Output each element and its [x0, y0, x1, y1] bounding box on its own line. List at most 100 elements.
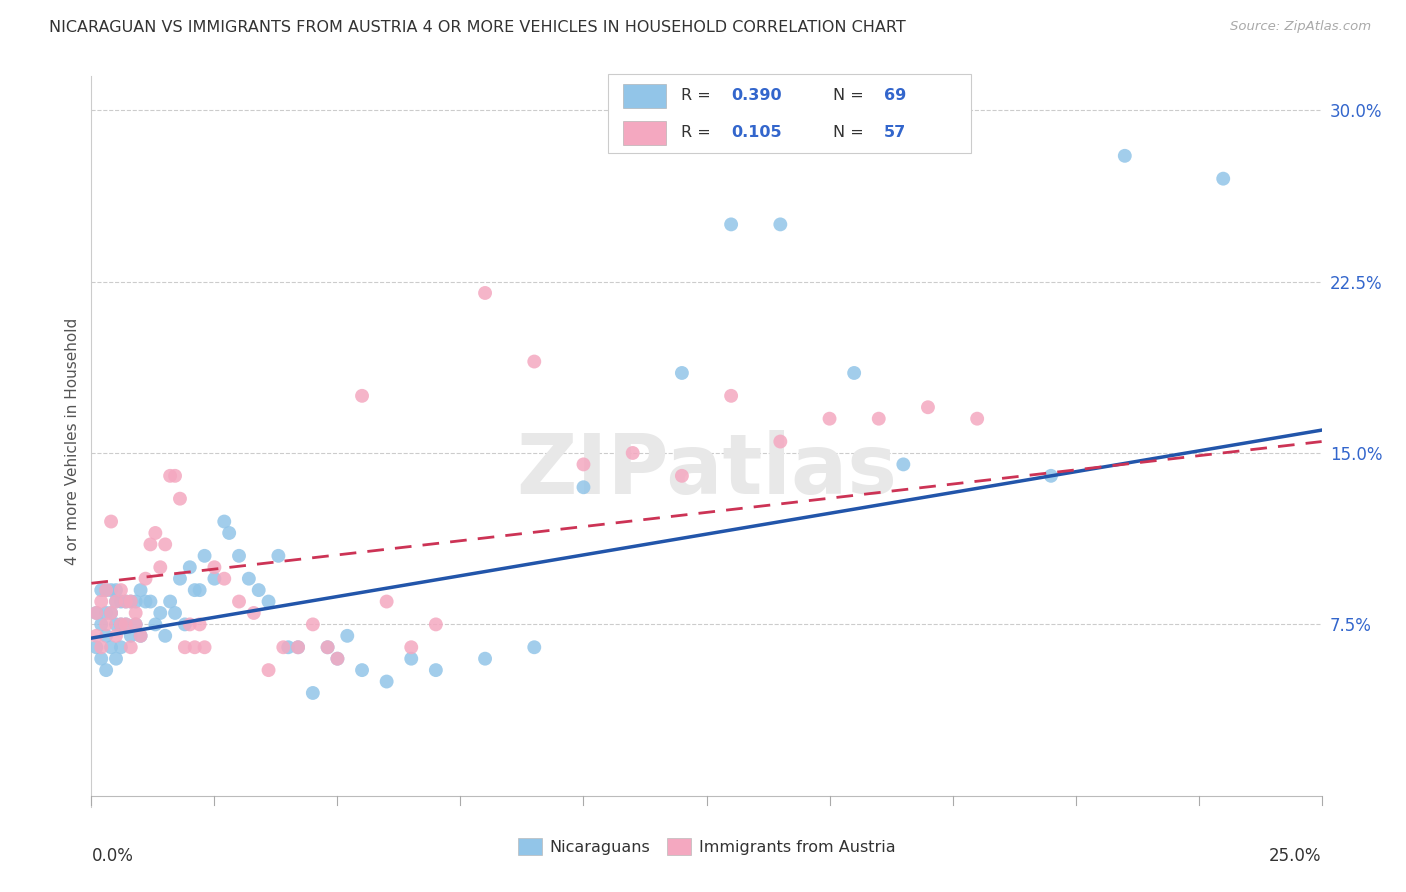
Point — [124, 617, 146, 632]
Point — [193, 549, 217, 563]
Point — [769, 218, 792, 232]
Point — [287, 640, 309, 655]
Point — [90, 640, 112, 655]
Point — [316, 640, 339, 655]
Point — [114, 594, 138, 608]
Text: NICARAGUAN VS IMMIGRANTS FROM AUSTRIA 4 OR MORE VEHICLES IN HOUSEHOLD CORRELATIO: NICARAGUAN VS IMMIGRANTS FROM AUSTRIA 4 … — [49, 20, 905, 35]
Point — [671, 366, 693, 380]
Point — [86, 606, 108, 620]
Point — [149, 560, 172, 574]
Point — [120, 629, 142, 643]
Point — [100, 606, 122, 620]
Point — [242, 606, 264, 620]
Point — [100, 640, 122, 655]
Point — [129, 629, 152, 643]
Point — [212, 515, 235, 529]
Point — [86, 640, 108, 655]
Point — [124, 606, 146, 620]
Point — [336, 629, 359, 643]
Point — [720, 389, 742, 403]
Point — [90, 651, 112, 665]
Point — [202, 560, 225, 574]
Point — [179, 617, 201, 632]
Point — [139, 537, 162, 551]
Point — [287, 640, 309, 655]
Text: Source: ZipAtlas.com: Source: ZipAtlas.com — [1230, 20, 1371, 33]
Point — [277, 640, 299, 655]
Point — [352, 663, 374, 677]
Point — [110, 583, 132, 598]
Point — [218, 526, 240, 541]
Point — [375, 594, 398, 608]
Point — [96, 629, 117, 643]
Point — [129, 583, 152, 598]
Point — [174, 640, 197, 655]
Point — [114, 617, 138, 632]
Point — [105, 583, 127, 598]
Point — [271, 640, 295, 655]
Point — [145, 617, 166, 632]
Point — [326, 651, 349, 665]
Point — [267, 549, 290, 563]
Point — [159, 594, 181, 608]
Point — [114, 594, 138, 608]
Point — [621, 446, 644, 460]
Point — [1039, 468, 1063, 483]
Legend: Nicaraguans, Immigrants from Austria: Nicaraguans, Immigrants from Austria — [512, 832, 901, 862]
Point — [301, 617, 323, 632]
Point — [163, 468, 186, 483]
Point — [114, 617, 138, 632]
Point — [96, 617, 117, 632]
Point — [169, 572, 191, 586]
Point — [399, 640, 422, 655]
Point — [135, 594, 156, 608]
Point — [966, 411, 988, 425]
Point — [399, 651, 422, 665]
Point — [120, 594, 142, 608]
Point — [110, 640, 132, 655]
Y-axis label: 4 or more Vehicles in Household: 4 or more Vehicles in Household — [65, 318, 80, 566]
Point — [188, 583, 211, 598]
Point — [228, 549, 250, 563]
Point — [326, 651, 349, 665]
Point — [523, 640, 546, 655]
Point — [474, 651, 496, 665]
Point — [124, 594, 146, 608]
Point — [425, 617, 447, 632]
Point — [110, 617, 132, 632]
Point — [917, 401, 939, 415]
Point — [105, 594, 127, 608]
Point — [86, 629, 108, 643]
Point — [842, 366, 865, 380]
Point — [110, 617, 132, 632]
Point — [86, 606, 108, 620]
Point — [96, 583, 117, 598]
Point — [153, 629, 177, 643]
Point — [671, 468, 693, 483]
Point — [159, 468, 181, 483]
Text: ZIPatlas: ZIPatlas — [516, 430, 897, 511]
Point — [120, 640, 142, 655]
Point — [301, 686, 323, 700]
Point — [891, 458, 914, 472]
Point — [868, 411, 890, 425]
Point — [100, 583, 122, 598]
Point — [352, 389, 374, 403]
Text: 0.0%: 0.0% — [91, 847, 134, 865]
Point — [474, 285, 496, 300]
Point — [110, 594, 132, 608]
Point — [120, 594, 142, 608]
Point — [212, 572, 235, 586]
Text: 25.0%: 25.0% — [1270, 847, 1322, 865]
Point — [163, 606, 186, 620]
Point — [179, 560, 201, 574]
Point — [100, 606, 122, 620]
Point — [100, 515, 122, 529]
Point — [523, 354, 546, 368]
Point — [720, 218, 742, 232]
Point — [96, 583, 117, 598]
Point — [316, 640, 339, 655]
Point — [572, 458, 595, 472]
Point — [1212, 171, 1234, 186]
Point — [105, 617, 127, 632]
